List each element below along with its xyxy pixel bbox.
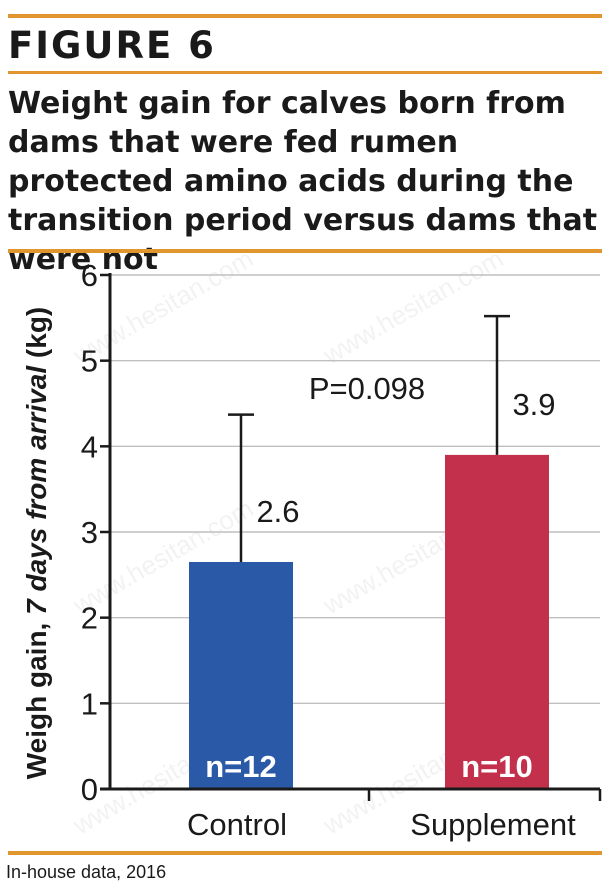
watermark-text: www.hesitan.com (317, 255, 508, 371)
y-tick-label: 6 (81, 258, 98, 293)
p-value-annotation: P=0.098 (309, 371, 425, 406)
chart-labels: 2.6 n=12 Control 3.9 n=10 Supplement P=0.098 We… (21, 307, 576, 842)
y-tick-label: 2 (81, 601, 98, 636)
axes: 0 1 2 3 4 5 6 (81, 258, 602, 807)
value-label: 3.9 (512, 387, 555, 422)
bar-supplement (445, 454, 549, 789)
y-axis-label-part: (kg) (21, 307, 52, 366)
n-label: n=10 (461, 749, 533, 784)
y-axis-label-part: Weigh gain, (21, 615, 52, 779)
y-tick-label: 5 (81, 344, 98, 379)
top-rule (8, 14, 602, 18)
chart-bottom-rule (8, 851, 602, 855)
figure-label: FIGURE 6 (8, 24, 216, 67)
category-label: Supplement (410, 807, 576, 842)
y-tick-label: 3 (81, 515, 98, 550)
bars (189, 454, 549, 789)
n-label: n=12 (205, 749, 277, 784)
bar-chart: www.hesitan.com www.hesitan.comwww.hesita… (21, 255, 602, 842)
source-note: In-house data, 2016 (6, 862, 167, 882)
y-tick-label: 1 (81, 686, 98, 721)
bar-control (189, 561, 293, 789)
y-tick-label: 0 (81, 772, 98, 807)
figure-title: Weight gain for calves born from dams th… (8, 86, 598, 277)
chart-top-rule (8, 249, 602, 253)
y-axis-label-part: 7 days from arrival (21, 365, 52, 615)
title-rule (8, 71, 602, 74)
y-axis-label: Weigh gain, 7 days from arrival (kg) (21, 307, 52, 780)
category-label: Control (187, 807, 287, 842)
error-bars (228, 314, 510, 562)
y-tick-label: 4 (81, 429, 98, 464)
value-label: 2.6 (256, 494, 299, 529)
